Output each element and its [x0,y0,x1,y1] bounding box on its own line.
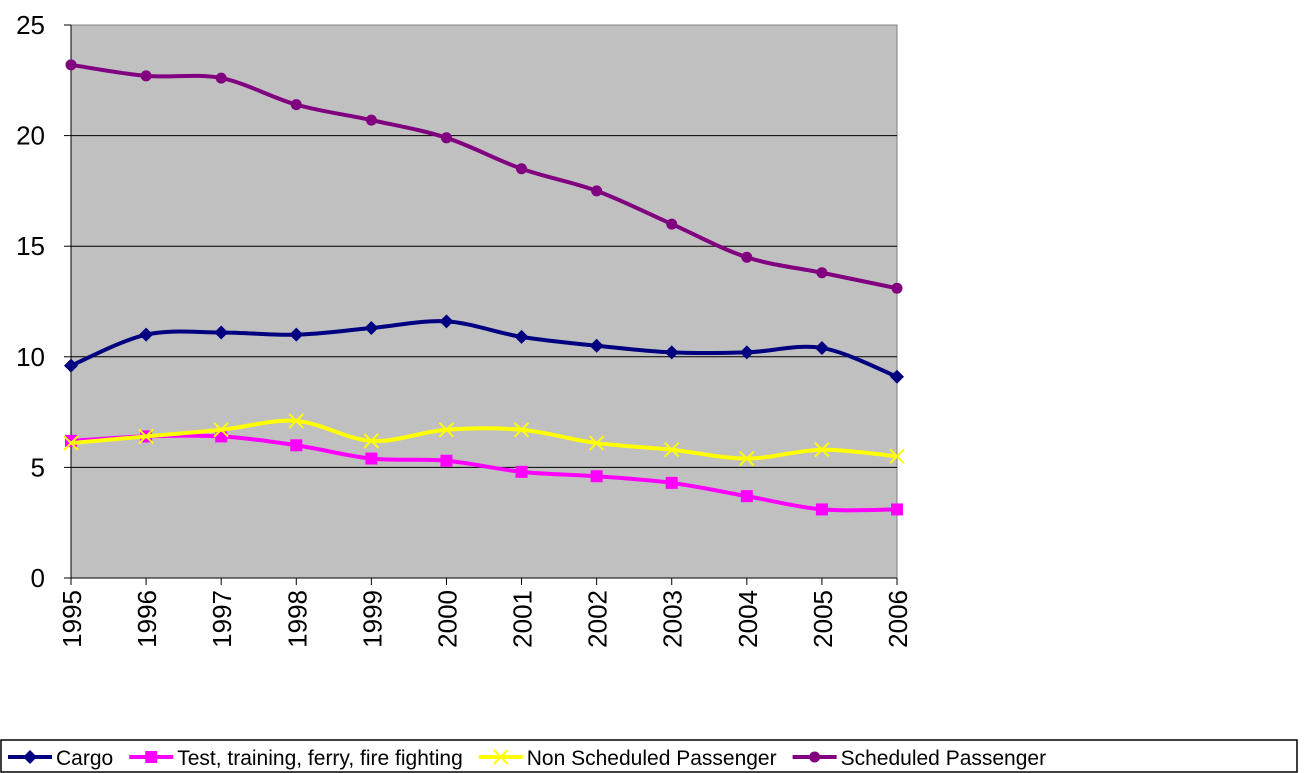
marker [740,490,753,503]
legend-label: Non Scheduled Passenger [527,747,777,770]
marker [215,72,227,84]
marker [814,340,829,355]
marker [664,345,679,360]
x-tick-label: 1999 [357,590,387,648]
marker [815,503,828,516]
marker [440,454,453,467]
x-tick-label: 1995 [57,590,87,648]
marker [364,321,379,336]
marker [814,441,830,458]
marker [23,750,37,764]
marker [145,751,158,763]
x-tick-label: 2004 [733,590,763,648]
plot-area [70,24,898,579]
marker [288,413,304,429]
marker [214,325,229,340]
x-tick-label: 2002 [583,590,613,648]
marker [816,267,828,279]
series-line [70,319,898,379]
marker [589,338,604,353]
marker [363,433,380,449]
marker [664,441,680,458]
marker [438,422,455,438]
marker [290,439,303,452]
marker [64,358,78,373]
marker [63,435,79,451]
marker [588,435,605,451]
marker [515,465,528,478]
marker [665,476,678,489]
y-tick-label: 20 [16,121,45,151]
marker [365,114,377,126]
marker [290,99,302,111]
marker [513,422,530,438]
legend-box [0,739,1298,773]
y-tick-label: 15 [16,231,45,261]
marker [741,251,753,263]
marker [213,422,229,438]
marker [590,470,603,483]
x-tick-label: 2001 [508,590,538,648]
x-tick-label: 1996 [132,590,162,648]
y-tick-label: 25 [16,10,45,40]
marker [139,327,154,342]
series-group [63,59,905,516]
x-tick-label: 2005 [808,590,838,648]
marker [440,132,452,144]
marker [666,218,678,230]
legend: Cargo Test, training, ferry, fire fightin… [0,739,1298,773]
marker [739,345,754,360]
y-tick-label: 0 [31,563,45,593]
x-tick-label: 1998 [282,590,312,648]
marker [65,59,77,71]
marker [891,503,903,516]
marker [891,282,903,294]
marker [809,751,821,763]
marker [439,314,454,329]
marker [138,428,154,445]
marker [516,163,528,175]
x-tick-label: 2000 [432,590,462,648]
marker [140,70,152,82]
marker [889,448,905,465]
marker [890,369,904,384]
marker [215,430,228,443]
marker [365,452,378,465]
marker [514,329,529,344]
marker [739,450,755,467]
legend-label: Cargo [56,747,113,770]
x-tick-label: 2003 [658,590,688,648]
legend-label: Scheduled Passenger [841,747,1046,770]
marker [493,749,509,765]
grid: 0 5 10 15 20 25 1995 1996 1997 1998 1999 2000 2001 20… [16,10,913,648]
series-line [70,418,898,461]
marker [591,185,603,197]
y-tick-label: 5 [31,452,45,482]
y-tick-label: 10 [16,342,45,372]
legend-label: Test, training, ferry, fire fighting [177,747,463,770]
marker [289,327,304,342]
x-tick-label: 1997 [207,590,237,648]
x-tick-label: 2006 [883,590,913,648]
